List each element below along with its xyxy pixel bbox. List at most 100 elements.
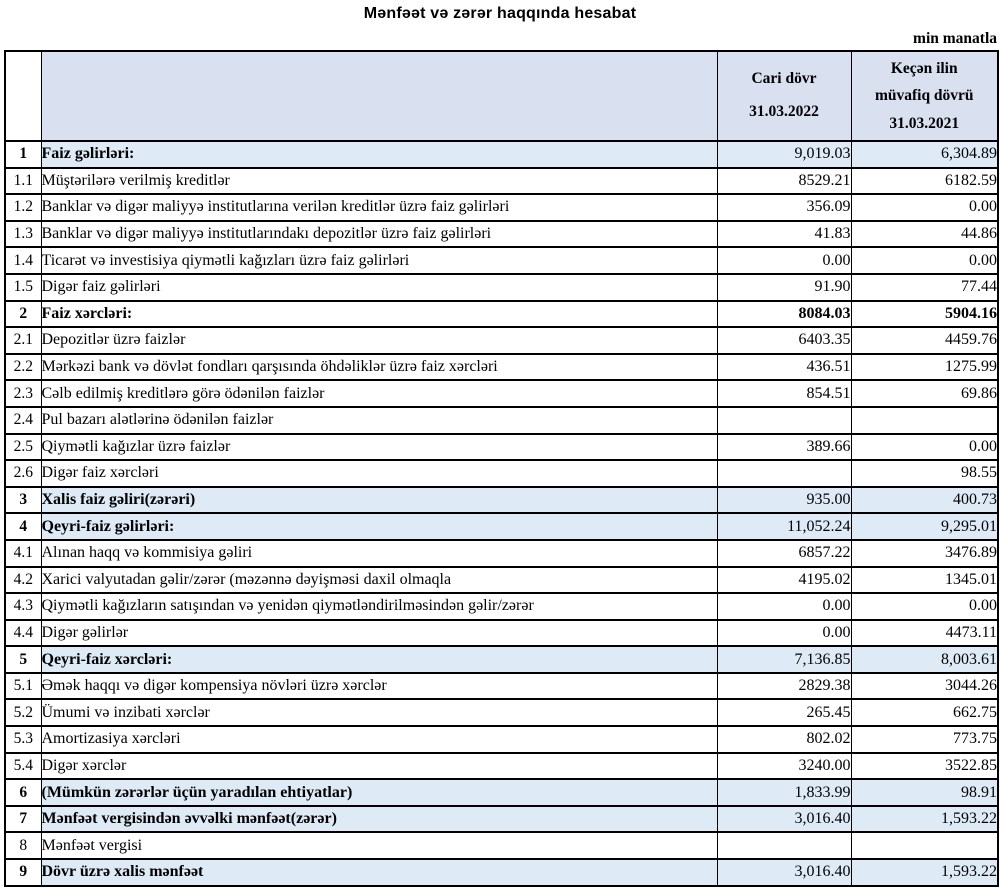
row-number-cell: 9 — [4, 858, 42, 887]
row-number-cell: 1.4 — [4, 246, 42, 275]
row-label-cell: (Mümkün zərərlər üçün yaradılan ehtiyatl… — [40, 778, 718, 807]
previous-value-cell: 4459.76 — [850, 326, 999, 355]
table-row: 1.3 Banklar və digər maliyyə institutları… — [4, 219, 999, 249]
table-row: 5.1 Əmək haqqı və digər kompensiya növlər… — [4, 671, 999, 701]
table-row: 2.3 Cəlb edilmiş kreditlərə görə ödənilən… — [4, 379, 999, 408]
row-label-cell: Amortizasiya xərcləri — [40, 725, 718, 754]
previous-value-cell: 77.44 — [850, 272, 999, 302]
row-label-cell: Qeyri-faiz xərcləri: — [40, 645, 718, 674]
row-label-cell: Mənfəət vergisindən əvvəlki mənfəət(zərə… — [40, 804, 718, 834]
row-number-cell: 5.2 — [4, 698, 42, 728]
current-value-cell: 41.83 — [716, 219, 852, 249]
row-label-cell: Qeyri-faiz gəlirləri: — [40, 512, 718, 541]
previous-value-cell: 1,593.22 — [850, 858, 999, 887]
table-row: 4.1 Alınan haqq və kommisiya gəliri 6857.2… — [4, 538, 999, 568]
table-row: 8 Mənfəət vergisi — [4, 831, 999, 861]
current-value-cell: 0.00 — [716, 246, 852, 275]
previous-value-cell: 1275.99 — [850, 352, 999, 382]
previous-value-cell: 5904.16 — [850, 299, 999, 329]
current-value-cell: 3240.00 — [716, 751, 852, 781]
previous-period-date: 31.03.2021 — [889, 114, 960, 132]
table-row: 7 Mənfəət vergisindən əvvəlki mənfəət(zər… — [4, 804, 999, 834]
table-row: 5 Qeyri-faiz xərcləri: 7,136.85 8,003.61 — [4, 645, 999, 674]
row-label-cell: Digər gəlirlər — [40, 618, 718, 648]
current-value-cell: 8084.03 — [716, 299, 852, 329]
previous-value-cell: 3044.26 — [850, 671, 999, 701]
current-value-cell: 7,136.85 — [716, 645, 852, 674]
current-value-cell — [716, 405, 852, 435]
row-label-cell: Ticarət və investisiya qiymətli kağızlar… — [40, 246, 718, 275]
current-period-date: 31.03.2022 — [749, 103, 819, 120]
current-value-cell: 389.66 — [716, 432, 852, 462]
row-number-cell: 1.1 — [4, 166, 42, 196]
row-number-cell: 3 — [4, 485, 42, 515]
previous-value-cell: 3522.85 — [850, 751, 999, 781]
current-value-cell: 4195.02 — [716, 565, 852, 595]
previous-value-cell: 3476.89 — [850, 538, 999, 568]
previous-period-label-line1: Keçən ilin — [890, 60, 958, 78]
current-value-cell: 935.00 — [716, 485, 852, 515]
previous-value-cell: 4473.11 — [850, 618, 999, 648]
row-label-cell: Faiz xərcləri: — [40, 299, 718, 329]
row-number-cell: 4 — [4, 512, 42, 541]
current-value-cell: 8529.21 — [716, 166, 852, 196]
previous-value-cell: 98.91 — [850, 778, 999, 807]
table-row: 4.3 Qiymətli kağızların satışından və yen… — [4, 592, 999, 621]
previous-value-cell — [850, 831, 999, 861]
row-label-cell: Mənfəət vergisi — [40, 831, 718, 861]
previous-value-cell: 0.00 — [850, 193, 999, 222]
previous-value-cell: 400.73 — [850, 485, 999, 515]
previous-period-label-line2: müvafiq dövrü — [874, 87, 974, 105]
previous-value-cell: 44.86 — [850, 219, 999, 249]
row-number-cell: 1.2 — [4, 193, 42, 222]
unit-note: min manatla — [913, 30, 997, 47]
row-label-cell: Banklar və digər maliyyə institutlarına … — [40, 193, 718, 222]
row-number-cell: 1 — [4, 140, 42, 169]
row-label-cell: Mərkəzi bank və dövlət fondları qarşısın… — [40, 352, 718, 382]
row-number-cell: 2.1 — [4, 326, 42, 355]
row-label-cell: Müştərilərə verilmiş kreditlər — [40, 166, 718, 196]
row-number-cell: 2.3 — [4, 379, 42, 408]
current-value-cell: 9,019.03 — [716, 140, 852, 169]
row-number-cell: 2.6 — [4, 459, 42, 488]
header-description-cell — [40, 50, 718, 142]
table-row: 4.2 Xarici valyutadan gəlir/zərər (məzənn… — [4, 565, 999, 595]
row-label-cell: Depozitlər üzrə faizlər — [40, 326, 718, 355]
row-label-cell: Xarici valyutadan gəlir/zərər (məzənnə d… — [40, 565, 718, 595]
table-row: 4.4 Digər gəlirlər 0.00 4473.11 — [4, 618, 999, 648]
row-label-cell: Cəlb edilmiş kreditlərə görə ödənilən fa… — [40, 379, 718, 408]
table-row: 2.6 Digər faiz xərcləri 98.55 — [4, 459, 999, 488]
row-number-cell: 2 — [4, 299, 42, 329]
previous-value-cell: 662.75 — [850, 698, 999, 728]
row-label-cell: Pul bazarı alətlərinə ödənilən faizlər — [40, 405, 718, 435]
row-label-cell: Ümumi və inzibati xərclər — [40, 698, 718, 728]
table-row: 1.1 Müştərilərə verilmiş kreditlər 8529.21… — [4, 166, 999, 196]
previous-value-cell: 9,295.01 — [850, 512, 999, 541]
current-value-cell: 436.51 — [716, 352, 852, 382]
row-number-cell: 5 — [4, 645, 42, 674]
row-label-cell: Digər faiz gəlirləri — [40, 272, 718, 302]
row-number-cell: 5.1 — [4, 671, 42, 701]
row-number-cell: 4.4 — [4, 618, 42, 648]
header-corner-cell — [4, 50, 42, 142]
row-number-cell: 1.3 — [4, 219, 42, 249]
previous-value-cell — [850, 405, 999, 435]
row-label-cell: Əmək haqqı və digər kompensiya növləri ü… — [40, 671, 718, 701]
row-number-cell: 1.5 — [4, 272, 42, 302]
row-number-cell: 4.2 — [4, 565, 42, 595]
row-number-cell: 2.5 — [4, 432, 42, 462]
previous-value-cell: 8,003.61 — [850, 645, 999, 674]
current-value-cell: 854.51 — [716, 379, 852, 408]
row-label-cell: Banklar və digər maliyyə institutlarında… — [40, 219, 718, 249]
current-value-cell: 265.45 — [716, 698, 852, 728]
current-period-label: Cari dövr — [751, 70, 817, 88]
current-value-cell: 0.00 — [716, 592, 852, 621]
row-number-cell: 2.2 — [4, 352, 42, 382]
row-label-cell: Digər xərclər — [40, 751, 718, 781]
row-number-cell: 4.1 — [4, 538, 42, 568]
row-label-cell: Alınan haqq və kommisiya gəliri — [40, 538, 718, 568]
current-value-cell: 3,016.40 — [716, 804, 852, 834]
header-previous-period-cell: Keçən ilin müvafiq dövrü 31.03.2021 — [850, 50, 999, 142]
table-row: 5.2 Ümumi və inzibati xərclər 265.45 662.75 — [4, 698, 999, 728]
row-number-cell: 7 — [4, 804, 42, 834]
